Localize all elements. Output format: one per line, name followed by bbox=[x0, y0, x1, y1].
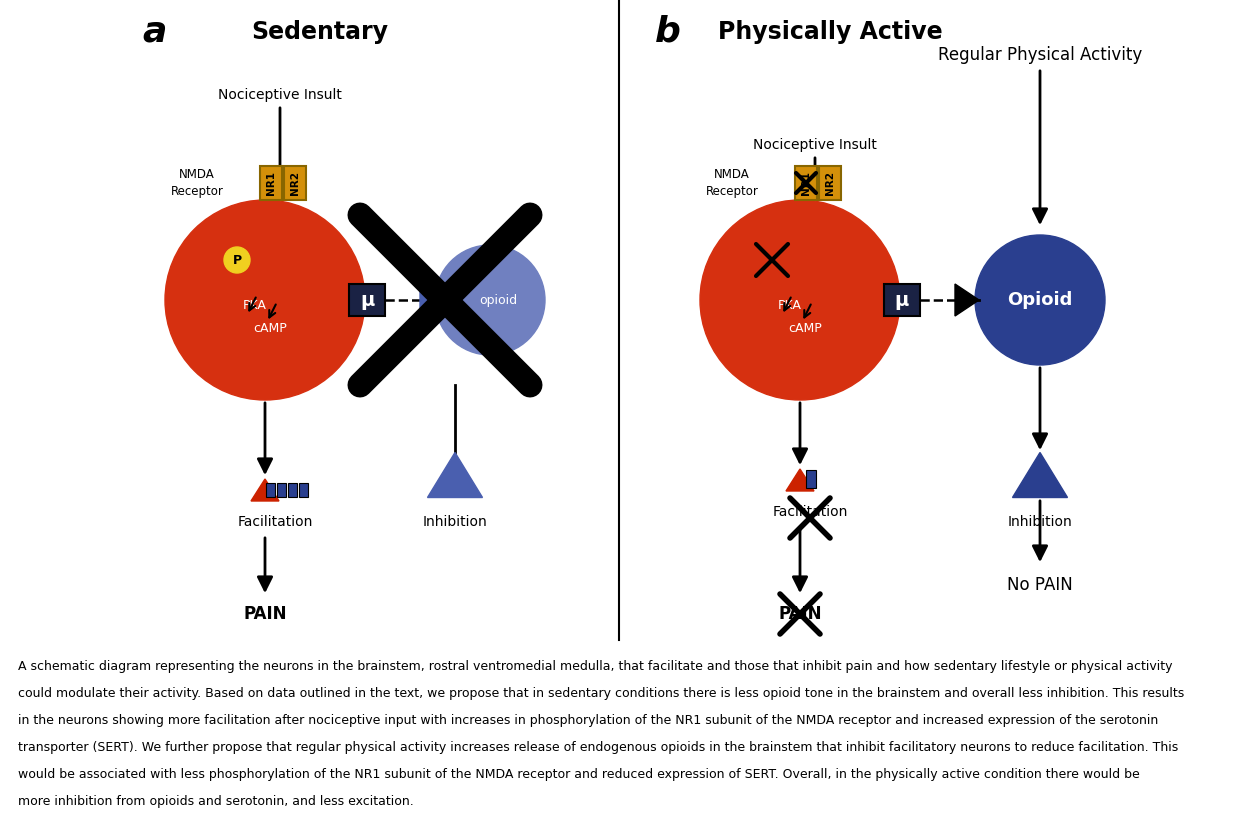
Circle shape bbox=[699, 200, 900, 400]
Polygon shape bbox=[786, 469, 815, 491]
Text: Physically Active: Physically Active bbox=[718, 20, 942, 44]
FancyBboxPatch shape bbox=[795, 166, 817, 200]
Text: PAIN: PAIN bbox=[779, 605, 822, 623]
Circle shape bbox=[435, 245, 545, 355]
Circle shape bbox=[976, 235, 1106, 365]
FancyBboxPatch shape bbox=[349, 284, 385, 316]
Text: Inhibition: Inhibition bbox=[422, 515, 488, 529]
Text: Nociceptive Insult: Nociceptive Insult bbox=[218, 88, 342, 102]
Polygon shape bbox=[954, 284, 979, 316]
Text: PKA: PKA bbox=[777, 299, 802, 311]
Text: NR2: NR2 bbox=[290, 171, 300, 195]
Polygon shape bbox=[1013, 452, 1067, 497]
FancyBboxPatch shape bbox=[820, 166, 841, 200]
Text: NR1: NR1 bbox=[266, 171, 276, 195]
Text: NR1: NR1 bbox=[801, 171, 811, 195]
Bar bbox=[806, 470, 816, 488]
Text: more inhibition from opioids and serotonin, and less excitation.: more inhibition from opioids and seroton… bbox=[19, 795, 413, 808]
Text: Nociceptive Insult: Nociceptive Insult bbox=[753, 138, 877, 152]
Bar bbox=[266, 483, 275, 497]
Text: NR2: NR2 bbox=[825, 171, 834, 195]
Text: μ: μ bbox=[360, 290, 374, 310]
Text: cAMP: cAMP bbox=[253, 321, 287, 334]
Text: a: a bbox=[142, 15, 167, 49]
Text: NMDA
Receptor: NMDA Receptor bbox=[706, 168, 759, 198]
Text: PAIN: PAIN bbox=[243, 605, 287, 623]
FancyBboxPatch shape bbox=[884, 284, 920, 316]
Text: Inhibition: Inhibition bbox=[1008, 515, 1072, 529]
Text: would be associated with less phosphorylation of the NR1 subunit of the NMDA rec: would be associated with less phosphoryl… bbox=[19, 768, 1140, 781]
Text: PKA: PKA bbox=[243, 299, 267, 311]
Text: b: b bbox=[655, 15, 681, 49]
Text: Facilitation: Facilitation bbox=[238, 515, 313, 529]
Circle shape bbox=[165, 200, 365, 400]
Polygon shape bbox=[251, 479, 279, 501]
Text: μ: μ bbox=[895, 290, 909, 310]
Text: opioid: opioid bbox=[479, 294, 517, 306]
FancyBboxPatch shape bbox=[260, 166, 282, 200]
Text: Facilitation: Facilitation bbox=[773, 505, 848, 519]
Text: A schematic diagram representing the neurons in the brainstem, rostral ventromed: A schematic diagram representing the neu… bbox=[19, 660, 1172, 673]
Bar bbox=[300, 483, 308, 497]
FancyBboxPatch shape bbox=[284, 166, 306, 200]
Text: could modulate their activity. Based on data outlined in the text, we propose th: could modulate their activity. Based on … bbox=[19, 687, 1185, 700]
Circle shape bbox=[224, 247, 250, 273]
Text: Regular Physical Activity: Regular Physical Activity bbox=[938, 46, 1143, 64]
Text: cAMP: cAMP bbox=[789, 321, 822, 334]
Text: transporter (SERT). We further propose that regular physical activity increases : transporter (SERT). We further propose t… bbox=[19, 741, 1179, 754]
Text: P: P bbox=[233, 253, 241, 266]
Polygon shape bbox=[420, 286, 439, 314]
Bar bbox=[277, 483, 286, 497]
Text: NMDA
Receptor: NMDA Receptor bbox=[171, 168, 223, 198]
Text: Opioid: Opioid bbox=[1008, 291, 1072, 309]
Text: in the neurons showing more facilitation after nociceptive input with increases : in the neurons showing more facilitation… bbox=[19, 714, 1159, 727]
Polygon shape bbox=[427, 452, 483, 497]
Bar bbox=[288, 483, 297, 497]
Text: No PAIN: No PAIN bbox=[1008, 576, 1073, 594]
Text: Sedentary: Sedentary bbox=[251, 20, 389, 44]
